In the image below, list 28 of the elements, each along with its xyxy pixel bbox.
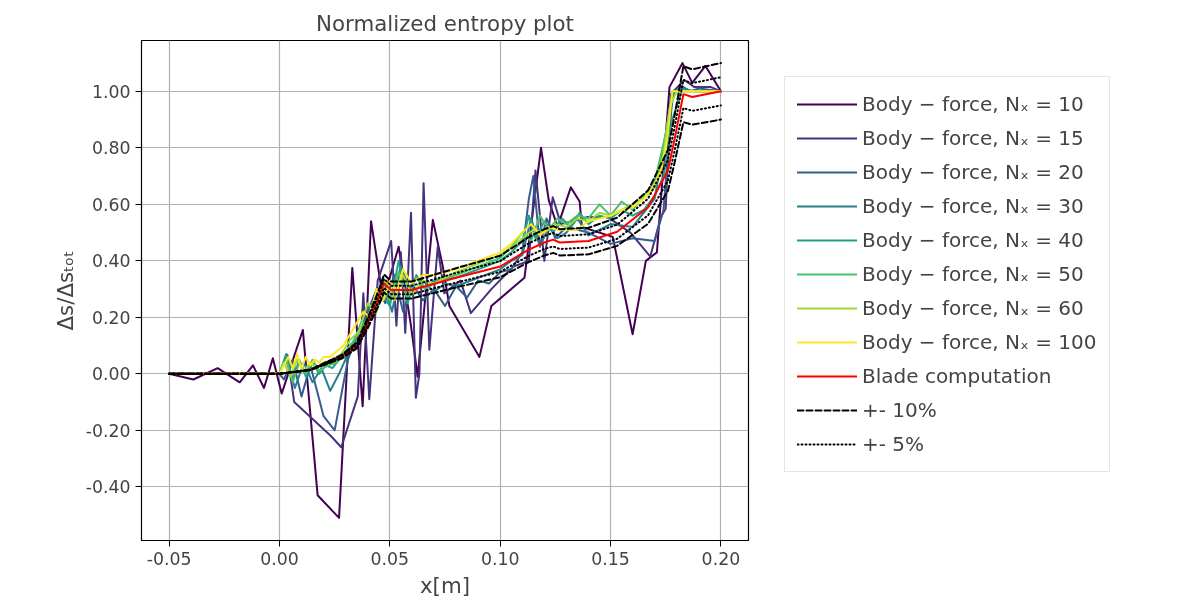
- x-tick-label: 0.20: [701, 548, 741, 569]
- legend-label: Body − force, Nₓ = 50: [862, 261, 1084, 288]
- y-tick-label: -0.20: [85, 420, 131, 441]
- y-tick-label: -0.40: [85, 477, 131, 498]
- y-tick-label: 0.60: [91, 194, 131, 215]
- legend-label: Body − force, Nₓ = 10: [862, 91, 1084, 118]
- y-tick-label: 0.20: [91, 307, 131, 328]
- x-tick-label: 0.05: [370, 548, 410, 569]
- y-tick-label: 0.00: [91, 364, 131, 385]
- legend-label: Body − force, Nₓ = 20: [862, 159, 1084, 186]
- y-tick-label: 0.40: [91, 251, 131, 272]
- y-axis-title: Δs/Δsₜₒₜ: [52, 250, 78, 331]
- x-tick-label: 0.00: [260, 548, 299, 569]
- legend-label: Body − force, Nₓ = 30: [862, 193, 1084, 220]
- x-axis-title: x[m]: [419, 572, 471, 598]
- legend-label: Blade computation: [862, 363, 1052, 390]
- y-tick-label: 1.00: [91, 81, 131, 102]
- y-tick-label: 0.80: [91, 138, 131, 159]
- legend-label: +- 5%: [862, 431, 925, 458]
- legend-label: Body − force, Nₓ = 15: [862, 125, 1084, 152]
- x-tick-label: -0.05: [146, 548, 192, 569]
- chart-title: Normalized entropy plot: [316, 10, 574, 36]
- legend-label: Body − force, Nₓ = 60: [862, 295, 1084, 322]
- legend-label: +- 10%: [862, 397, 937, 424]
- x-tick-label: 0.10: [480, 548, 520, 569]
- legend-label: Body − force, Nₓ = 40: [862, 227, 1084, 254]
- x-tick-label: 0.15: [591, 548, 630, 569]
- legend-label: Body − force, Nₓ = 100: [862, 329, 1097, 356]
